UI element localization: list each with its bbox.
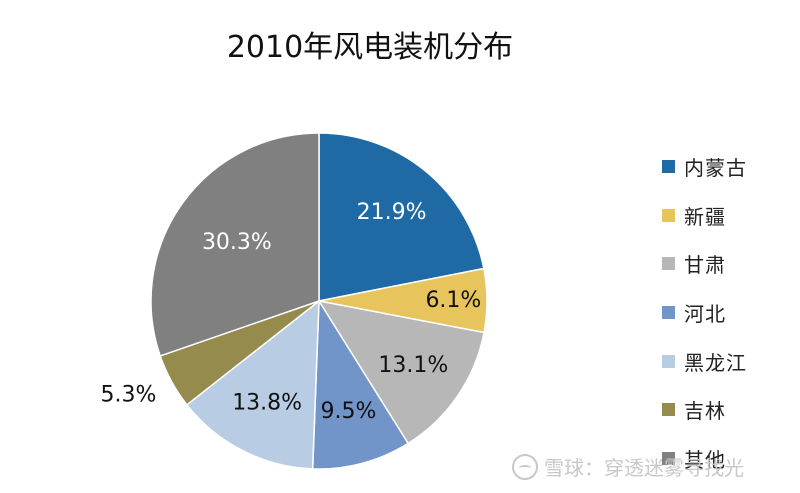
legend-label-4: 黑龙江 — [684, 350, 747, 375]
data-label-3: 9.5% — [320, 399, 376, 424]
legend-item-6: 其他 — [662, 434, 747, 483]
legend-item-2: 甘肃 — [662, 239, 747, 288]
legend-swatch-4 — [662, 354, 675, 368]
data-label-2: 13.1% — [378, 353, 448, 378]
legend-swatch-2 — [662, 257, 675, 271]
legend-swatch-5 — [662, 403, 675, 417]
legend-label-2: 甘肃 — [684, 253, 726, 278]
legend-label-6: 其他 — [684, 447, 726, 472]
legend-label-1: 新疆 — [684, 204, 726, 229]
legend: 内蒙古新疆甘肃河北黑龙江吉林其他 — [662, 142, 747, 483]
legend-item-3: 河北 — [662, 288, 747, 337]
watermark: 雪球：穿透迷雾寻找光 — [512, 452, 744, 481]
pie-slice-3 — [311, 298, 410, 470]
pie-slice-2 — [317, 299, 485, 445]
data-label-0: 21.9% — [357, 200, 427, 225]
data-label-5: 5.3% — [101, 383, 157, 408]
watermark-text: 雪球：穿透迷雾寻找光 — [544, 456, 744, 480]
chart-title: 2010年风电装机分布 — [226, 30, 514, 65]
legend-swatch-6 — [662, 451, 675, 465]
legend-swatch-1 — [662, 208, 675, 222]
pie-slice-0 — [318, 132, 485, 302]
legend-item-0: 内蒙古 — [662, 142, 747, 191]
pie-slice-4 — [185, 299, 320, 470]
legend-label-0: 内蒙古 — [684, 155, 747, 180]
legend-swatch-3 — [662, 305, 675, 319]
legend-item-4: 黑龙江 — [662, 337, 747, 386]
snowball-logo-icon — [512, 453, 538, 480]
data-label-1: 6.1% — [425, 288, 481, 313]
legend-item-5: 吉林 — [662, 385, 747, 434]
legend-label-5: 吉林 — [684, 399, 726, 424]
data-label-4: 13.8% — [232, 390, 302, 415]
legend-label-3: 河北 — [684, 301, 726, 326]
legend-swatch-0 — [662, 159, 675, 173]
pie-slice-6 — [150, 132, 320, 357]
legend-item-1: 新疆 — [662, 191, 747, 240]
data-label-6: 30.3% — [202, 230, 272, 255]
